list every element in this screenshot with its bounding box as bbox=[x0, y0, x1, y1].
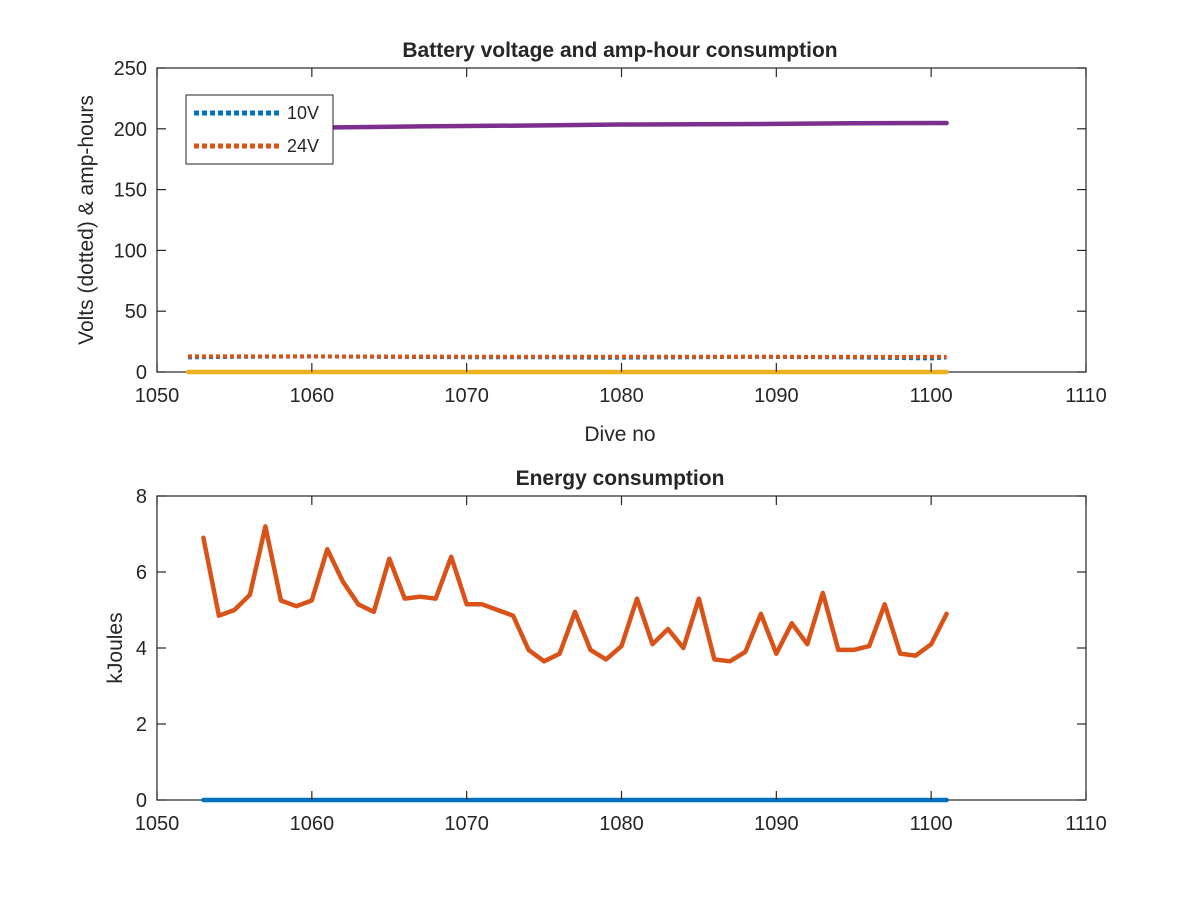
energy-axes: 1050 1060 1070 1080 1090 1100 1110 0 2 4 6 8 Energy… bbox=[104, 467, 1107, 835]
x-tick-label: 1110 bbox=[1065, 813, 1107, 835]
y-tick-label: 2 bbox=[136, 714, 147, 736]
x-tick-label: 1100 bbox=[910, 385, 953, 407]
x-tick-label: 1070 bbox=[444, 813, 489, 835]
chart-title: Battery voltage and amp-hour consumption bbox=[402, 39, 837, 62]
y-tick-label: 6 bbox=[136, 562, 147, 584]
y-tick-label: 8 bbox=[136, 486, 147, 508]
legend: 10V 24V bbox=[185, 94, 334, 165]
tick-layer: 1050 1060 1070 1080 1090 1100 1110 0 50 100 150 200… bbox=[114, 58, 1107, 407]
y-tick-label: 200 bbox=[114, 119, 147, 141]
x-tick-label: 1050 bbox=[135, 385, 180, 407]
x-tick-label: 1090 bbox=[754, 813, 799, 835]
y-tick-label: 150 bbox=[114, 180, 147, 202]
x-tick-label: 1080 bbox=[599, 813, 644, 835]
legend-label-24v: 24V bbox=[287, 136, 319, 156]
series-layer bbox=[201, 524, 949, 803]
x-tick-label: 1060 bbox=[290, 385, 335, 407]
voltage-amphour-axes: 1050 1060 1070 1080 1090 1100 1110 0 50 100 150 200… bbox=[75, 39, 1107, 446]
y-tick-label: 250 bbox=[114, 58, 147, 80]
x-tick-label: 1090 bbox=[754, 385, 799, 407]
series-line-1 bbox=[201, 524, 949, 664]
chart-title: Energy consumption bbox=[516, 467, 725, 490]
y-axis-label: kJoules bbox=[104, 612, 127, 683]
x-axis-label: Dive no bbox=[584, 423, 655, 446]
legend-label-10v: 10V bbox=[287, 103, 319, 123]
tick-layer: 1050 1060 1070 1080 1090 1100 1110 0 2 4 6 8 bbox=[135, 486, 1107, 835]
x-tick-label: 1080 bbox=[599, 385, 644, 407]
y-tick-label: 0 bbox=[136, 790, 147, 812]
y-tick-label: 0 bbox=[136, 362, 147, 384]
x-tick-label: 1100 bbox=[910, 813, 953, 835]
x-tick-label: 1050 bbox=[135, 813, 180, 835]
series-line-24v bbox=[188, 354, 947, 359]
x-tick-label: 1110 bbox=[1065, 385, 1107, 407]
legend-box bbox=[185, 94, 334, 165]
y-axis-label: Volts (dotted) & amp-hours bbox=[75, 95, 98, 345]
y-tick-label: 4 bbox=[136, 638, 147, 660]
y-tick-label: 100 bbox=[114, 240, 147, 262]
y-tick-label: 50 bbox=[125, 301, 147, 323]
x-tick-label: 1060 bbox=[290, 813, 335, 835]
x-tick-label: 1070 bbox=[444, 385, 489, 407]
